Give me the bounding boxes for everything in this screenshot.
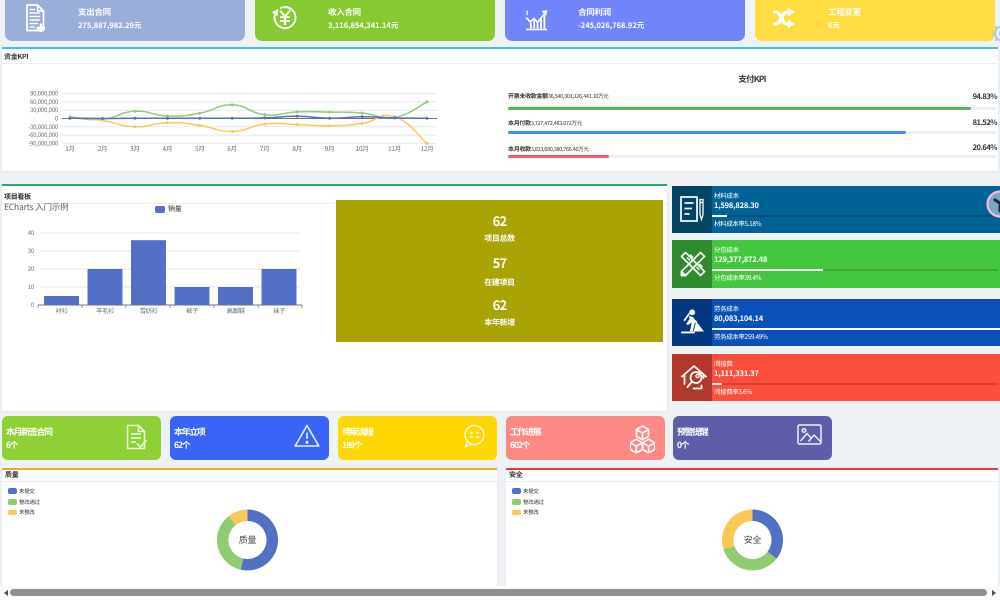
svg-text:-90,000,000: -90,000,000 <box>28 138 59 147</box>
svg-text:羊毛衫: 羊毛衫 <box>96 305 115 315</box>
svg-text:10月: 10月 <box>356 143 369 153</box>
svg-text:-30,000,000: -30,000,000 <box>28 122 59 131</box>
svg-text:裤子: 裤子 <box>186 305 199 315</box>
svg-text:衬衫: 衬衫 <box>56 305 69 315</box>
svg-text:20: 20 <box>28 264 35 273</box>
svg-text:9月: 9月 <box>325 143 335 153</box>
svg-text:90,000,000: 90,000,000 <box>30 89 59 98</box>
svg-text:12月: 12月 <box>420 143 433 153</box>
svg-text:袜子: 袜子 <box>273 305 286 315</box>
svg-text:30: 30 <box>28 246 35 255</box>
svg-text:8月: 8月 <box>292 143 302 153</box>
svg-text:2月: 2月 <box>98 143 108 153</box>
svg-text:1月: 1月 <box>65 143 75 153</box>
svg-text:0: 0 <box>55 114 59 123</box>
svg-text:11月: 11月 <box>388 143 401 153</box>
svg-text:4月: 4月 <box>163 143 173 153</box>
svg-text:5月: 5月 <box>195 143 205 153</box>
svg-text:-60,000,000: -60,000,000 <box>28 130 59 139</box>
svg-text:6月: 6月 <box>227 143 237 153</box>
svg-text:0: 0 <box>31 300 35 309</box>
svg-text:雪纺衫: 雪纺衫 <box>140 305 159 315</box>
svg-text:30,000,000: 30,000,000 <box>30 105 59 114</box>
svg-text:3月: 3月 <box>130 143 140 153</box>
svg-text:10: 10 <box>28 282 35 291</box>
svg-text:7月: 7月 <box>260 143 270 153</box>
svg-text:高跟鞋: 高跟鞋 <box>227 305 246 315</box>
svg-text:60,000,000: 60,000,000 <box>30 97 59 106</box>
svg-text:40: 40 <box>28 228 35 237</box>
